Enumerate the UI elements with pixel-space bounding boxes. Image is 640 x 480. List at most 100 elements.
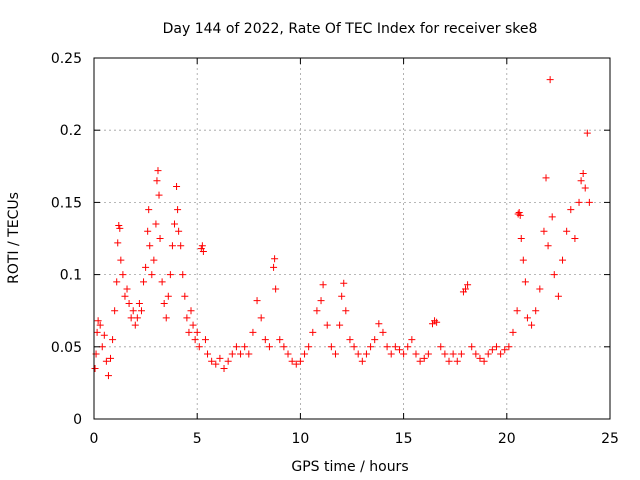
data-point xyxy=(146,242,154,250)
data-point xyxy=(96,321,104,329)
y-axis-label: ROTI / TECUs xyxy=(6,192,22,284)
data-point xyxy=(379,328,387,336)
data-point xyxy=(313,307,321,315)
data-point xyxy=(153,177,161,185)
data-point xyxy=(220,364,228,372)
data-point xyxy=(501,346,509,354)
data-point xyxy=(175,227,183,235)
data-point xyxy=(181,292,189,300)
data-point xyxy=(150,256,158,264)
data-point xyxy=(109,336,117,344)
data-point xyxy=(296,357,304,365)
data-point xyxy=(327,343,335,351)
data-point xyxy=(204,350,212,358)
x-axis-label: GPS time / hours xyxy=(291,459,408,475)
data-point xyxy=(116,224,124,232)
data-point xyxy=(284,350,292,358)
data-point xyxy=(113,278,121,286)
y-tick-label: 0.05 xyxy=(51,340,82,356)
data-point xyxy=(449,350,457,358)
data-point xyxy=(350,343,358,351)
data-point xyxy=(546,76,554,84)
data-point xyxy=(102,357,110,365)
data-point xyxy=(420,354,428,362)
data-point xyxy=(517,235,525,242)
data-point xyxy=(280,343,288,351)
data-point xyxy=(338,292,346,300)
data-point xyxy=(519,256,527,264)
data-point xyxy=(509,328,517,336)
data-point xyxy=(154,167,162,175)
data-point xyxy=(145,206,153,214)
data-point xyxy=(554,292,562,300)
data-point xyxy=(331,350,339,358)
data-point xyxy=(548,213,556,221)
data-point xyxy=(270,263,278,271)
data-point xyxy=(160,299,168,307)
y-tick-label: 0.2 xyxy=(60,123,82,139)
data-point xyxy=(232,343,240,351)
data-point xyxy=(155,191,163,199)
data-point xyxy=(416,357,424,365)
data-point xyxy=(387,350,395,358)
data-point xyxy=(241,343,249,351)
data-point xyxy=(129,307,137,315)
data-point xyxy=(185,328,193,336)
grid xyxy=(94,58,610,419)
data-point xyxy=(583,129,591,137)
data-point xyxy=(319,281,327,289)
data-point xyxy=(441,350,449,358)
data-point xyxy=(457,350,465,358)
data-point xyxy=(166,271,174,279)
data-point xyxy=(433,318,441,326)
data-points xyxy=(91,76,593,380)
data-point xyxy=(208,357,216,365)
data-point xyxy=(585,198,593,206)
y-tick-label: 0.1 xyxy=(60,268,82,284)
data-point xyxy=(91,364,99,372)
y-tick-label: 0.25 xyxy=(51,51,82,67)
data-point xyxy=(488,346,496,354)
data-point xyxy=(107,354,115,362)
x-tick-label: 15 xyxy=(395,431,413,447)
data-point xyxy=(412,350,420,358)
data-point xyxy=(515,209,523,217)
data-point xyxy=(123,285,131,293)
data-point xyxy=(505,343,513,351)
data-point xyxy=(265,343,273,351)
data-point xyxy=(336,321,344,329)
data-point xyxy=(523,314,531,322)
data-point xyxy=(550,271,558,279)
data-point xyxy=(193,328,201,336)
y-tick-label: 0 xyxy=(73,412,82,428)
data-point xyxy=(532,307,540,315)
y-tick-label: 0.15 xyxy=(51,195,82,211)
data-point xyxy=(133,314,141,322)
data-point xyxy=(131,321,139,329)
data-point xyxy=(581,184,589,192)
data-point xyxy=(484,350,492,358)
x-tick-label: 10 xyxy=(291,431,309,447)
data-point xyxy=(253,297,261,305)
data-point xyxy=(323,321,331,329)
data-point xyxy=(521,278,529,286)
data-point xyxy=(516,211,524,219)
data-point xyxy=(528,321,536,329)
data-point xyxy=(158,278,166,286)
data-point xyxy=(216,354,224,362)
ticks: 0 5 10 15 20 25 0 0.05 0.1 0.15 0.2 0.25 xyxy=(51,51,619,447)
data-point xyxy=(125,299,133,307)
data-point xyxy=(445,357,453,365)
data-point xyxy=(480,357,488,365)
data-point xyxy=(119,271,127,279)
data-point xyxy=(305,343,313,351)
data-point xyxy=(228,350,236,358)
data-point xyxy=(346,336,354,344)
data-point xyxy=(395,346,403,354)
data-point xyxy=(173,183,181,191)
data-point xyxy=(453,357,461,365)
data-point xyxy=(137,307,145,315)
data-point xyxy=(272,285,280,293)
x-tick-label: 25 xyxy=(601,431,619,447)
data-point xyxy=(476,354,484,362)
